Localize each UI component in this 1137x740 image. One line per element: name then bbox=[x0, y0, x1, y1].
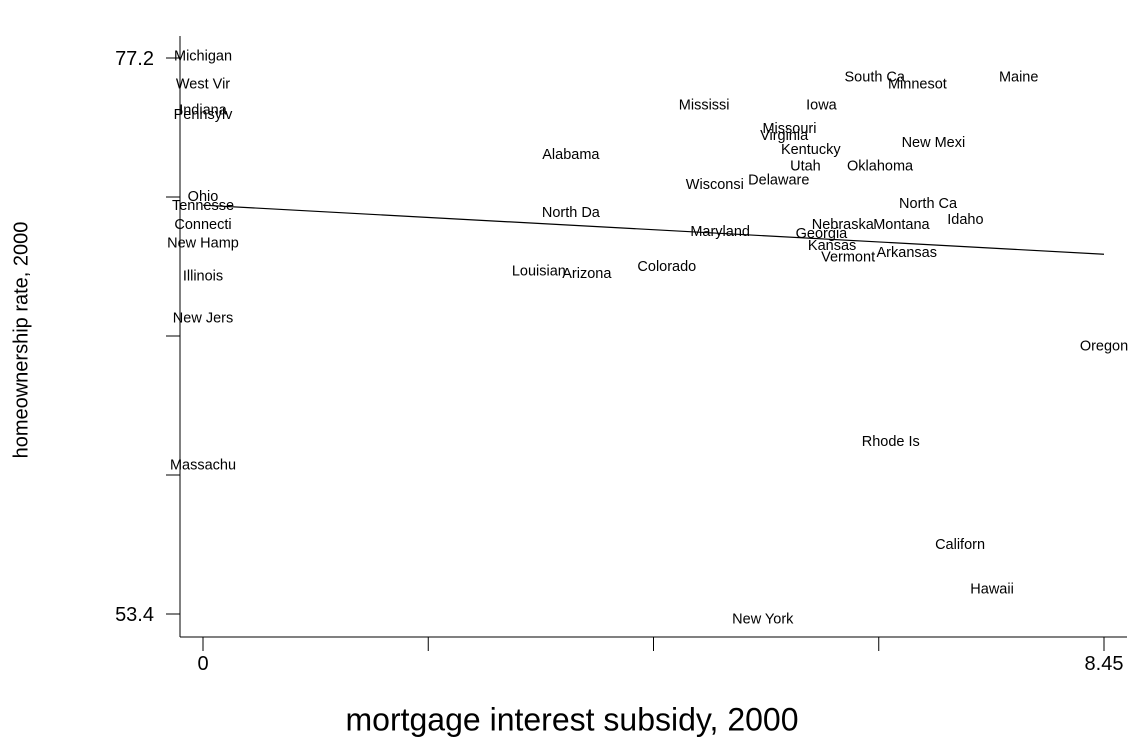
point-label-connecti: Connecti bbox=[174, 217, 231, 233]
point-label-north-ca: North Ca bbox=[899, 196, 958, 212]
point-label-north-da: North Da bbox=[542, 205, 601, 221]
point-label-alabama: Alabama bbox=[542, 147, 600, 163]
x-tick-label-max: 8.45 bbox=[1085, 653, 1124, 675]
point-label-vermont: Vermont bbox=[821, 250, 875, 266]
point-label-michigan: Michigan bbox=[174, 49, 232, 65]
point-label-west-vir: West Vir bbox=[176, 77, 230, 93]
point-label-louisian: Louisian bbox=[512, 264, 566, 280]
point-label-missouri: Missouri bbox=[762, 121, 816, 137]
point-label-pennsylv: Pennsylv bbox=[174, 107, 234, 123]
point-label-indiana: Indiana bbox=[179, 102, 228, 118]
point-label-utah: Utah bbox=[790, 158, 821, 174]
point-label-wisconsi: Wisconsi bbox=[686, 177, 744, 193]
point-label-kentucky: Kentucky bbox=[781, 142, 841, 158]
point-label-oklahoma: Oklahoma bbox=[847, 158, 914, 174]
point-label-new-mexi: New Mexi bbox=[902, 135, 966, 151]
point-label-kansas: Kansas bbox=[808, 238, 856, 254]
point-label-rhode-is: Rhode Is bbox=[862, 434, 920, 450]
point-label-iowa: Iowa bbox=[806, 98, 838, 114]
x-axis-title: mortgage interest subsidy, 2000 bbox=[345, 701, 799, 738]
y-tick-label-min: 53.4 bbox=[115, 604, 154, 626]
point-label-minnesot: Minnesot bbox=[888, 77, 947, 93]
point-label-maine: Maine bbox=[999, 70, 1039, 86]
point-label-idaho: Idaho bbox=[947, 212, 983, 228]
point-label-ohio: Ohio bbox=[188, 189, 219, 205]
point-label-californ: Californ bbox=[935, 537, 985, 553]
point-label-montana: Montana bbox=[873, 217, 930, 233]
point-label-arizona: Arizona bbox=[562, 266, 612, 282]
point-label-delaware: Delaware bbox=[748, 172, 809, 188]
point-label-georgia: Georgia bbox=[796, 226, 849, 242]
point-label-tennesse: Tennesse bbox=[172, 198, 234, 214]
point-label-virginia: Virginia bbox=[760, 128, 809, 144]
y-axis-title: homeownership rate, 2000 bbox=[10, 221, 33, 459]
point-label-new-hamp: New Hamp bbox=[167, 236, 239, 252]
point-label-hawaii: Hawaii bbox=[970, 581, 1014, 597]
y-tick-label-max: 77.2 bbox=[115, 48, 154, 70]
point-label-south-ca: South Ca bbox=[845, 70, 906, 86]
point-label-nebraska: Nebraska bbox=[812, 217, 875, 233]
fit-line bbox=[202, 204, 1105, 255]
point-label-new-york: New York bbox=[732, 612, 794, 628]
x-tick-label-min: 0 bbox=[197, 653, 208, 675]
point-label-mississi: Mississi bbox=[679, 98, 730, 114]
point-label-oregon: Oregon bbox=[1080, 338, 1128, 354]
point-label-new-jers: New Jers bbox=[173, 310, 233, 326]
point-label-maryland: Maryland bbox=[690, 224, 750, 240]
point-label-colorado: Colorado bbox=[637, 259, 696, 275]
point-label-arkansas: Arkansas bbox=[877, 245, 937, 261]
point-label-massachu: Massachu bbox=[170, 457, 236, 473]
point-label-illinois: Illinois bbox=[183, 268, 223, 284]
